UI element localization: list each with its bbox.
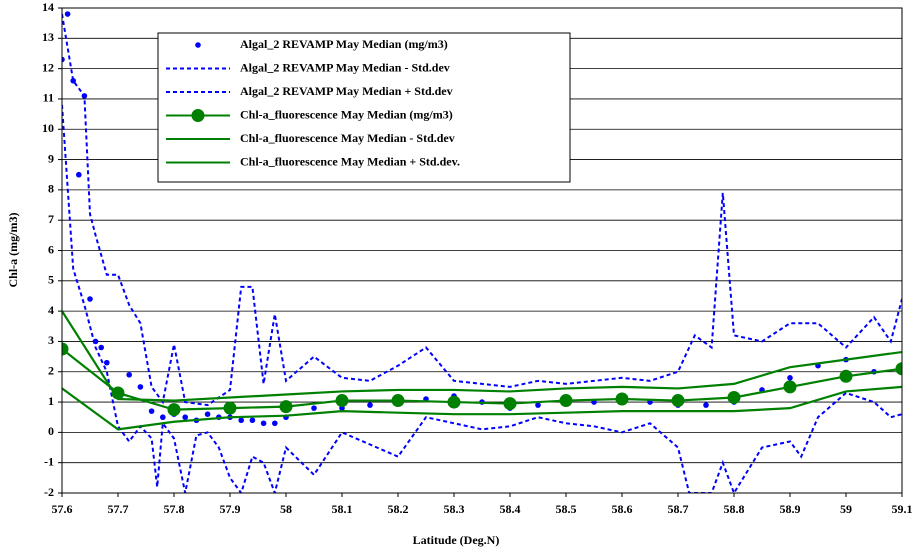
data-point: [367, 402, 373, 408]
series-line: [62, 104, 902, 493]
x-tick-label: 59.1: [892, 502, 912, 516]
data-point: [311, 405, 317, 411]
y-tick-label: 12: [42, 60, 54, 74]
x-tick-label: 58.9: [780, 502, 801, 516]
legend-label: Chl-a_fluorescence May Median + Std.dev.: [240, 154, 460, 168]
legend-marker: [191, 109, 205, 122]
data-point: [391, 394, 405, 408]
data-point: [503, 397, 517, 411]
data-point: [182, 414, 188, 421]
data-point: [260, 420, 267, 427]
data-point: [783, 380, 797, 394]
data-point: [148, 408, 155, 414]
data-point: [160, 414, 166, 421]
x-tick-label: 58.2: [388, 502, 409, 516]
legend-label: Algal_2 REVAMP May Median (mg/m3): [240, 37, 448, 51]
x-tick-label: 58: [280, 502, 292, 516]
y-tick-label: 2: [48, 364, 54, 378]
data-point: [111, 386, 125, 400]
data-point: [104, 359, 110, 366]
y-tick-label: 4: [48, 303, 54, 317]
data-point: [62, 342, 69, 356]
data-point: [62, 56, 65, 63]
data-point: [76, 171, 82, 178]
legend-label: Algal_2 REVAMP May Median - Std.dev: [240, 60, 450, 74]
y-axis-label: Chl-a (mg/m3): [6, 213, 20, 288]
data-point: [335, 394, 349, 408]
legend-box: [157, 32, 571, 183]
data-point: [535, 402, 541, 408]
data-point: [671, 394, 685, 408]
x-axis-label: Latitude (Deg.N): [413, 533, 500, 547]
legend-label: Chl-a_fluorescence May Median - Std.dev: [240, 131, 455, 145]
x-tick-label: 58.8: [724, 502, 745, 516]
x-tick-label: 58.5: [556, 502, 577, 516]
data-point: [249, 417, 256, 424]
data-point: [839, 369, 853, 383]
legend-label: Algal_2 REVAMP May Median + Std.dev: [240, 84, 453, 98]
series-line: [62, 385, 902, 431]
y-tick-label: 1: [48, 394, 54, 408]
data-point: [895, 362, 902, 376]
data-point: [238, 417, 244, 424]
data-point: [787, 375, 793, 381]
data-point: [167, 403, 181, 417]
y-tick-label: 3: [48, 333, 54, 347]
y-tick-label: 9: [48, 151, 54, 165]
data-point: [204, 411, 211, 417]
y-tick-label: 13: [42, 30, 54, 44]
x-tick-label: 58.6: [612, 502, 633, 516]
x-tick-label: 57.8: [164, 502, 185, 516]
data-point: [70, 77, 76, 84]
y-tick-label: 6: [48, 242, 54, 256]
data-point: [64, 11, 71, 17]
plot-data: [62, 11, 902, 493]
y-tick-label: 0: [48, 424, 54, 438]
data-point: [126, 371, 132, 378]
data-point: [98, 344, 104, 351]
y-tick-label: 5: [48, 273, 54, 287]
x-tick-label: 58.7: [668, 502, 689, 516]
y-tick-label: 8: [48, 182, 54, 196]
series-line: [62, 348, 902, 411]
data-point: [615, 392, 629, 406]
y-tick-label: -1: [44, 454, 54, 468]
x-tick-label: 57.7: [108, 502, 129, 516]
data-point: [272, 420, 278, 427]
x-tick-label: 57.6: [52, 502, 73, 516]
series-line: [62, 310, 902, 402]
legend-label: Chl-a_fluorescence May Median (mg/m3): [240, 107, 453, 121]
x-tick-label: 57.9: [220, 502, 241, 516]
x-tick-label: 59: [840, 502, 852, 516]
y-tick-label: -2: [44, 485, 54, 499]
data-point: [559, 394, 573, 408]
legend-marker: [195, 42, 201, 48]
data-point: [87, 296, 93, 302]
x-tick-label: 58.4: [500, 502, 521, 516]
y-tick-label: 11: [43, 91, 54, 105]
data-point: [279, 400, 293, 414]
data-point: [223, 401, 237, 415]
data-point: [447, 395, 461, 409]
y-tick-label: 10: [42, 121, 54, 135]
x-tick-label: 58.1: [332, 502, 353, 516]
data-point: [137, 384, 144, 390]
data-point: [727, 391, 741, 405]
legend: Algal_2 REVAMP May Median (mg/m3) Algal_2…: [157, 32, 571, 183]
y-tick-label: 7: [48, 212, 54, 226]
x-tick-label: 58.3: [444, 502, 465, 516]
y-tick-label: 14: [42, 0, 54, 14]
data-point: [703, 402, 709, 408]
series-line: [62, 13, 902, 407]
